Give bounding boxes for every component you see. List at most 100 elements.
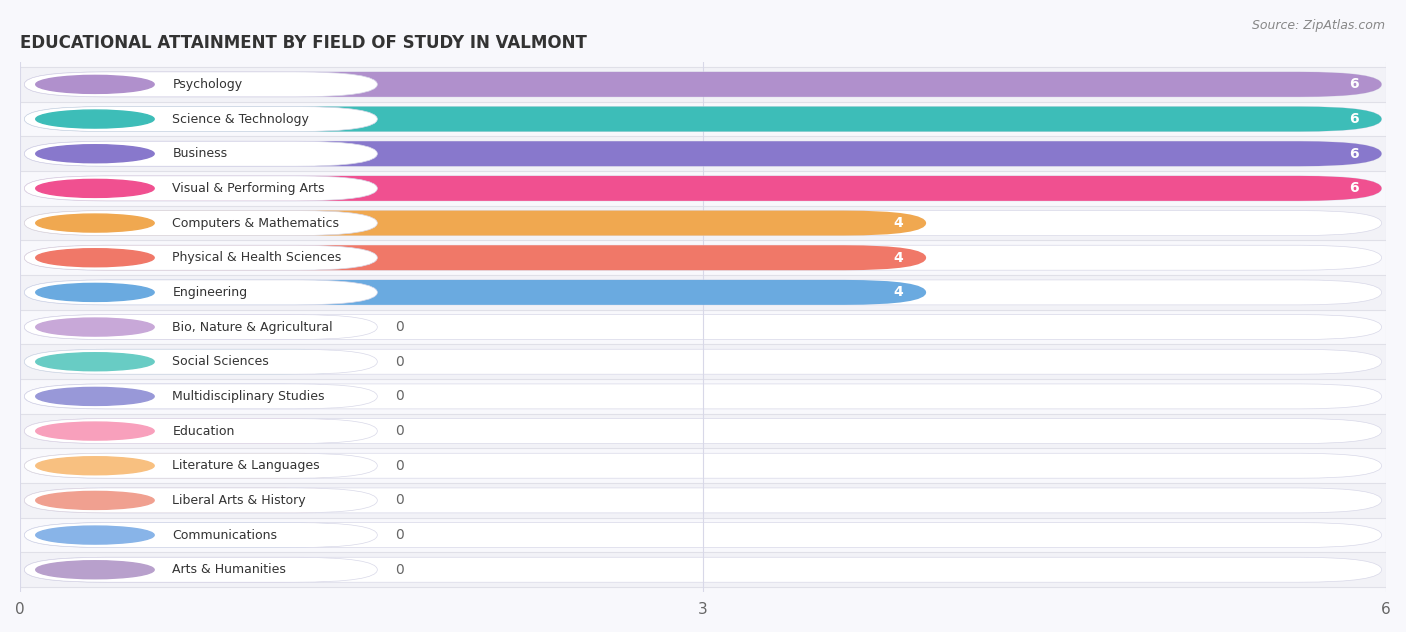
FancyBboxPatch shape [24, 280, 377, 305]
Bar [20, 483, 1386, 518]
FancyBboxPatch shape [24, 557, 1382, 582]
Circle shape [35, 75, 155, 94]
Circle shape [35, 249, 155, 267]
Bar [20, 240, 1386, 275]
Circle shape [35, 561, 155, 579]
FancyBboxPatch shape [24, 384, 366, 409]
FancyBboxPatch shape [24, 141, 377, 166]
Text: Visual & Performing Arts: Visual & Performing Arts [173, 182, 325, 195]
FancyBboxPatch shape [24, 349, 1382, 374]
FancyBboxPatch shape [24, 280, 1382, 305]
Text: Arts & Humanities: Arts & Humanities [173, 563, 287, 576]
Text: Liberal Arts & History: Liberal Arts & History [173, 494, 307, 507]
Bar [20, 448, 1386, 483]
Circle shape [35, 110, 155, 128]
Text: Engineering: Engineering [173, 286, 247, 299]
Circle shape [35, 457, 155, 475]
Text: Social Sciences: Social Sciences [173, 355, 269, 368]
Text: 4: 4 [894, 251, 904, 265]
FancyBboxPatch shape [24, 557, 366, 582]
FancyBboxPatch shape [24, 210, 1382, 236]
Bar [20, 518, 1386, 552]
Text: Science & Technology: Science & Technology [173, 112, 309, 126]
Circle shape [35, 145, 155, 162]
Circle shape [35, 387, 155, 405]
Bar [20, 206, 1386, 240]
FancyBboxPatch shape [24, 210, 927, 236]
Text: 0: 0 [395, 389, 405, 403]
FancyBboxPatch shape [24, 488, 366, 513]
FancyBboxPatch shape [24, 384, 1382, 409]
Circle shape [35, 214, 155, 232]
FancyBboxPatch shape [24, 176, 1382, 201]
FancyBboxPatch shape [24, 245, 377, 270]
Circle shape [35, 179, 155, 197]
FancyBboxPatch shape [24, 453, 1382, 478]
FancyBboxPatch shape [24, 349, 366, 374]
FancyBboxPatch shape [24, 418, 366, 444]
Text: Computers & Mathematics: Computers & Mathematics [173, 217, 339, 229]
FancyBboxPatch shape [24, 453, 366, 478]
FancyBboxPatch shape [24, 315, 366, 339]
FancyBboxPatch shape [24, 245, 927, 270]
FancyBboxPatch shape [24, 107, 1382, 131]
FancyBboxPatch shape [24, 557, 377, 582]
Bar [20, 310, 1386, 344]
FancyBboxPatch shape [24, 107, 1382, 131]
FancyBboxPatch shape [24, 384, 377, 409]
FancyBboxPatch shape [24, 72, 377, 97]
Text: 0: 0 [395, 494, 405, 507]
FancyBboxPatch shape [24, 72, 1382, 97]
FancyBboxPatch shape [24, 107, 377, 131]
Text: Psychology: Psychology [173, 78, 242, 91]
Text: 4: 4 [894, 286, 904, 300]
FancyBboxPatch shape [24, 210, 377, 236]
FancyBboxPatch shape [24, 141, 1382, 166]
FancyBboxPatch shape [24, 315, 1382, 339]
Text: Communications: Communications [173, 528, 277, 542]
Bar [20, 379, 1386, 414]
Text: EDUCATIONAL ATTAINMENT BY FIELD OF STUDY IN VALMONT: EDUCATIONAL ATTAINMENT BY FIELD OF STUDY… [20, 34, 586, 52]
FancyBboxPatch shape [24, 141, 1382, 166]
Text: 6: 6 [1350, 147, 1358, 161]
Text: Bio, Nature & Agricultural: Bio, Nature & Agricultural [173, 320, 333, 334]
FancyBboxPatch shape [24, 418, 377, 444]
Text: 6: 6 [1350, 77, 1358, 92]
Circle shape [35, 283, 155, 301]
FancyBboxPatch shape [24, 523, 366, 547]
FancyBboxPatch shape [24, 488, 377, 513]
Bar [20, 344, 1386, 379]
FancyBboxPatch shape [24, 176, 1382, 201]
Circle shape [35, 526, 155, 544]
FancyBboxPatch shape [24, 72, 1382, 97]
Text: Physical & Health Sciences: Physical & Health Sciences [173, 252, 342, 264]
FancyBboxPatch shape [24, 245, 1382, 270]
Text: Education: Education [173, 425, 235, 437]
Circle shape [35, 318, 155, 336]
FancyBboxPatch shape [24, 176, 377, 201]
FancyBboxPatch shape [24, 523, 377, 547]
Text: 0: 0 [395, 424, 405, 438]
Bar [20, 414, 1386, 448]
FancyBboxPatch shape [24, 315, 377, 339]
FancyBboxPatch shape [24, 453, 377, 478]
Text: 4: 4 [894, 216, 904, 230]
Text: Source: ZipAtlas.com: Source: ZipAtlas.com [1251, 19, 1385, 32]
Circle shape [35, 422, 155, 440]
Bar [20, 67, 1386, 102]
Text: 6: 6 [1350, 181, 1358, 195]
Bar [20, 552, 1386, 587]
Text: 0: 0 [395, 528, 405, 542]
FancyBboxPatch shape [24, 280, 927, 305]
Text: 0: 0 [395, 459, 405, 473]
FancyBboxPatch shape [24, 349, 377, 374]
Bar [20, 275, 1386, 310]
FancyBboxPatch shape [24, 523, 1382, 547]
Bar [20, 102, 1386, 137]
FancyBboxPatch shape [24, 488, 1382, 513]
Text: Literature & Languages: Literature & Languages [173, 459, 321, 472]
Text: 0: 0 [395, 320, 405, 334]
FancyBboxPatch shape [24, 418, 1382, 444]
Circle shape [35, 353, 155, 371]
Text: 0: 0 [395, 355, 405, 368]
